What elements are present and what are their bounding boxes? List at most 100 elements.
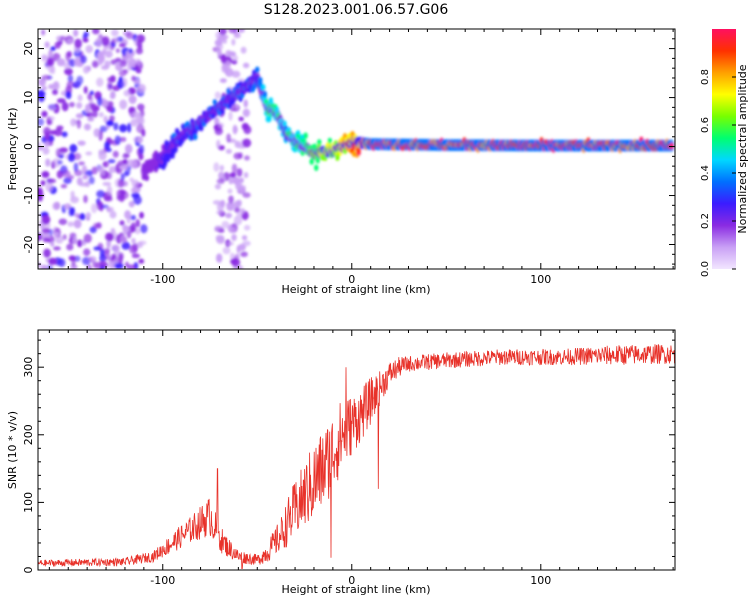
spectrogram-noise-cell <box>236 245 241 254</box>
spectrogram-noise-cell <box>38 141 42 147</box>
spectrogram-noise-cell <box>69 101 75 108</box>
spectrogram-noise-cell <box>62 234 67 240</box>
spectrogram-noise-cell <box>215 253 223 263</box>
spectrogram-noise-cell <box>38 261 42 268</box>
spectrogram-noise-cell <box>126 159 136 168</box>
spectrogram-noise-cell <box>126 216 131 224</box>
spectrogram-noise-cell <box>119 234 128 244</box>
spectrogram-noise-cell <box>96 190 105 198</box>
spectrogram-noise-cell <box>67 38 74 44</box>
spectrogram-noise-cell <box>116 79 125 89</box>
spectrogram-noise-cell <box>225 148 233 154</box>
spectrogram-x-tick-label: 100 <box>530 273 551 286</box>
spectrogram-noise-cell <box>238 152 243 159</box>
spectrogram-noise-cell <box>82 174 89 180</box>
spectrogram-noise-cell <box>77 140 86 146</box>
spectrogram-noise-cell <box>136 123 145 134</box>
spectrogram-noise-cell <box>76 119 82 129</box>
spectrogram-noise-cell <box>61 101 69 112</box>
colorbar-tick-label: 0.6 <box>700 117 711 133</box>
spectrogram-ridge-cell <box>267 115 272 123</box>
spectrogram-noise-cell <box>130 222 137 233</box>
spectrogram-noise-cell <box>128 58 137 68</box>
spectrogram-noise-cell <box>64 68 73 76</box>
spectrogram-ridge-cell <box>335 154 340 161</box>
spectrogram-noise-cell <box>83 65 90 74</box>
spectrogram-frame <box>37 28 676 270</box>
spectrogram-noise-cell <box>241 122 249 131</box>
spectrogram-noise-cell <box>228 226 236 233</box>
spectrogram-noise-cell <box>139 211 144 219</box>
spectrogram-noise-cell <box>50 46 56 52</box>
spectrogram-noise-cell <box>135 58 141 66</box>
spectrogram-noise-cell <box>122 158 128 165</box>
spectrogram-noise-cell <box>109 210 117 219</box>
spectrogram-x-ticks: -100 0 100 <box>48 29 674 286</box>
spectrogram-noise-cell <box>128 48 133 54</box>
spectrogram-y-tick-label: -10 <box>22 187 35 205</box>
spectrogram-noise-cell <box>38 195 43 202</box>
spectrogram-noise-cell <box>106 206 111 213</box>
snr-panel: -100 0 100 0 100 200 300 Height of straight l… <box>6 329 676 596</box>
spectrogram-ridge-cell <box>327 137 333 145</box>
spectrogram-noise-cell <box>217 122 225 129</box>
spectrogram-noise-cell <box>85 45 93 54</box>
spectrogram-noise-cell <box>221 220 230 229</box>
spectrogram-noise-cell <box>130 214 136 221</box>
spectrogram-noise-cell <box>41 110 48 118</box>
snr-x-ticks: -100 0 100 <box>48 330 674 587</box>
spectrogram-noise-cell <box>99 254 107 262</box>
spectrogram-marks <box>38 29 675 269</box>
spectrogram-noise-cell <box>63 63 71 70</box>
spectrogram-noise-cell <box>123 172 129 177</box>
spectrogram-noise-cell <box>83 31 89 38</box>
spectrogram-ridge-cell <box>282 120 287 127</box>
spectrogram-noise-cell <box>41 228 50 234</box>
spectrogram-noise-cell <box>40 264 48 269</box>
spectrogram-noise-cell <box>243 99 248 108</box>
spectrogram-noise-cell <box>116 168 123 175</box>
spectrogram-noise-cell <box>98 151 107 161</box>
spectrogram-noise-cell <box>45 182 54 192</box>
spectrogram-noise-cell <box>109 115 115 122</box>
spectrogram-noise-cell <box>214 183 222 190</box>
spectrogram-noise-cell <box>228 177 234 185</box>
spectrogram-noise-cell <box>214 117 220 126</box>
spectrogram-noise-cell <box>74 212 80 218</box>
spectrogram-noise-cell <box>73 152 82 161</box>
spectrogram-ridge-cell <box>255 66 260 73</box>
spectrogram-noise-cell <box>107 159 116 164</box>
spectrogram-noise-cell <box>220 199 226 208</box>
spectrogram-noise-cell <box>243 171 249 179</box>
spectrogram-noise-cell <box>229 172 237 178</box>
spectrogram-noise-cell <box>48 49 53 60</box>
spectrogram-noise-cell <box>92 110 98 118</box>
spectrogram-noise-cell <box>138 240 147 245</box>
spectrogram-noise-cell <box>75 113 84 119</box>
spectrogram-noise-cell <box>231 233 237 241</box>
spectrogram-noise-cell <box>92 29 100 35</box>
snr-y-tick-label: 0 <box>22 567 35 574</box>
spectrogram-noise-cell <box>69 144 78 153</box>
spectrogram-noise-cell <box>49 130 57 135</box>
spectrogram-noise-cell <box>103 196 113 202</box>
snr-x-axis-label: Height of straight line (km) <box>281 583 430 596</box>
spectrogram-noise-cell <box>106 239 111 249</box>
spectrogram-ridge-cell <box>314 164 319 171</box>
spectrogram-noise-cell <box>92 60 99 68</box>
spectrogram-noise-cell <box>95 222 102 229</box>
spectrogram-noise-cell <box>136 38 143 49</box>
spectrogram-noise-cell <box>96 77 104 87</box>
spectrogram-noise-cell <box>138 258 145 264</box>
spectrogram-noise-cell <box>115 48 120 53</box>
spectrogram-noise-cell <box>44 41 50 49</box>
spectrogram-noise-cell <box>52 157 61 168</box>
spectrogram-noise-cell <box>219 164 224 172</box>
spectrogram-noise-cell <box>242 192 251 198</box>
spectrogram-ridge-cell <box>669 142 674 150</box>
spectrogram-noise-cell <box>101 99 109 108</box>
spectrogram-noise-cell <box>72 236 78 245</box>
spectrogram-noise-cell <box>242 138 252 148</box>
spectrogram-noise-cell <box>45 158 51 167</box>
